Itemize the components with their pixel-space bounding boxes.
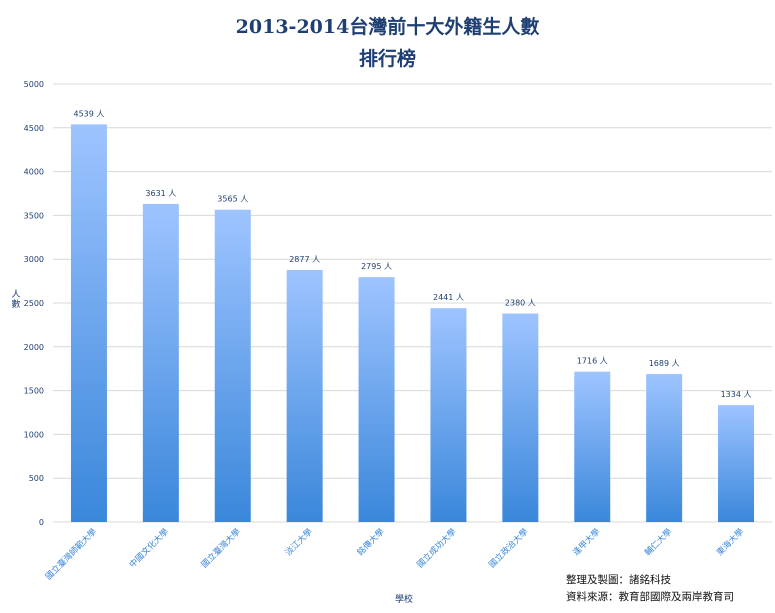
y-tick-label: 4000 [24,168,44,177]
y-tick-label: 1000 [24,430,44,439]
data-label: 3565 人 [217,195,248,204]
y-tick-label: 2000 [24,343,44,352]
y-axis-label: 人數 [11,290,21,310]
x-tick-label: 國立成功大學 [415,526,459,570]
y-tick-label: 5000 [24,80,44,89]
x-tick-label: 東海大學 [714,526,746,558]
bar [646,374,683,522]
bar [70,124,107,522]
bar [502,313,539,522]
data-label: 1716 人 [577,357,608,366]
data-label: 2795 人 [361,262,392,271]
bar [430,308,467,522]
y-tick-label: 1500 [24,387,44,396]
bar [142,203,179,523]
y-axis-ticks: 0 500 1000 1500 2000 2500 3000 3500 4000 4500 5000 [24,80,44,527]
x-tick-label: 淡江大學 [283,526,315,558]
x-tick-label: 國立臺灣師範大學 [43,526,99,582]
x-tick-label: 中國文化大學 [127,526,171,570]
bars [70,124,755,523]
y-tick-label: 2500 [24,299,44,308]
data-label: 2380 人 [505,299,536,308]
data-label: 2441 人 [433,293,464,302]
y-tick-label: 3000 [24,255,44,264]
bar [574,371,611,522]
data-label: 3631 人 [145,189,176,198]
y-tick-label: 0 [39,518,44,527]
data-label: 4539 人 [73,109,104,118]
data-label: 2877 人 [289,255,320,264]
bar [358,277,395,522]
data-label: 1334 人 [721,390,752,399]
source-note: 資料來源：教育部國際及兩岸教育司 [566,591,734,603]
chart-title: 2013-2014台灣前十大外籍生人數 [235,16,540,38]
x-axis-label: 學校 [395,595,414,605]
bar [214,209,251,522]
bar [718,405,755,522]
x-tick-label: 輔仁大學 [642,526,674,558]
bar [286,269,323,522]
x-tick-label: 逢甲大學 [571,526,603,558]
producer-note: 整理及製圖：諸銘科技 [566,574,671,586]
data-label: 1689 人 [649,359,680,368]
y-tick-label: 500 [29,474,44,483]
y-tick-label: 3500 [24,211,44,220]
x-tick-label: 銘傳大學 [355,526,387,558]
x-tick-label: 國立臺灣大學 [199,526,243,570]
x-tick-label: 國立政治大學 [487,526,531,570]
data-labels: 4539 人 3631 人 3565 人 2877 人 2795 人 2441 人 2380… [73,109,751,399]
y-tick-label: 4500 [24,124,44,133]
chart-subtitle: 排行榜 [358,48,416,70]
